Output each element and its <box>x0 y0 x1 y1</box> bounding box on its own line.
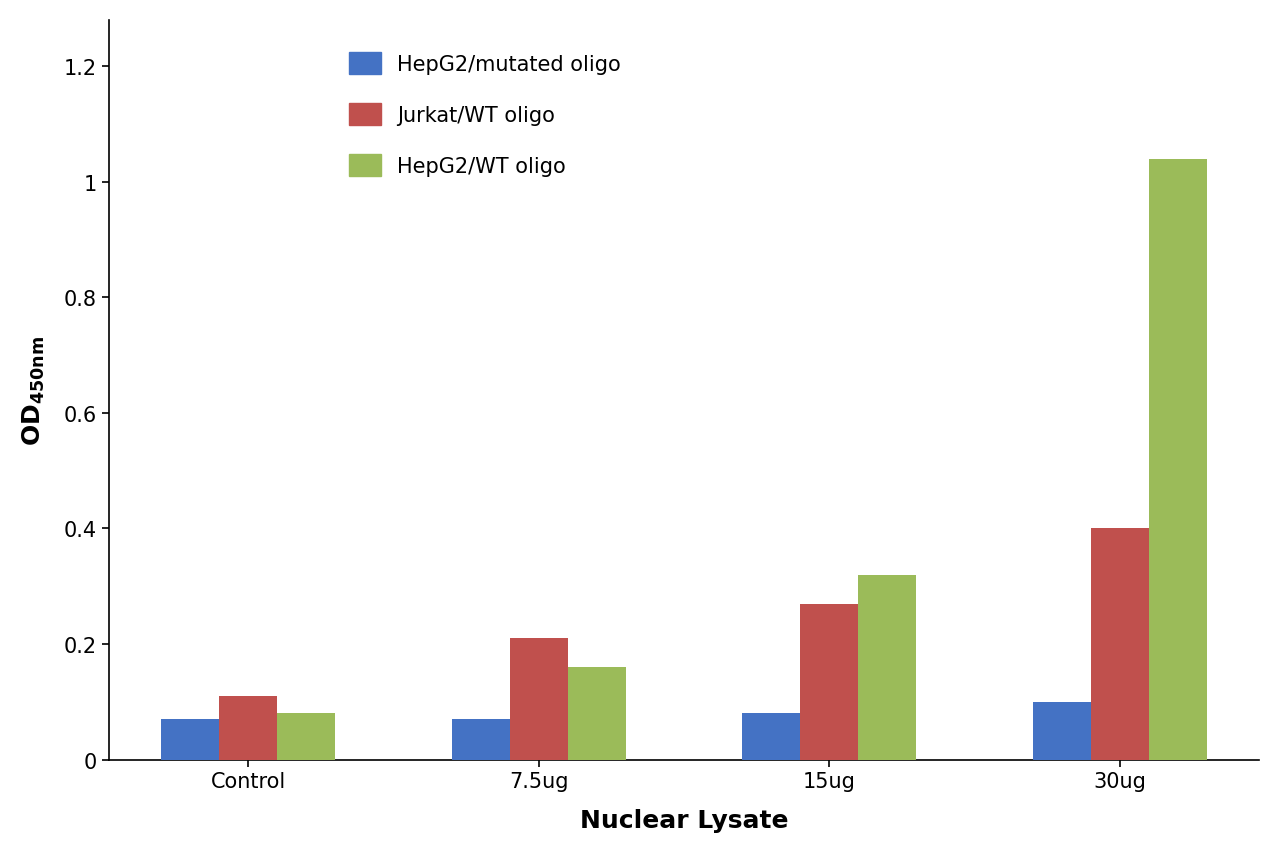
Bar <box>742 714 800 760</box>
Bar <box>1091 529 1148 760</box>
Legend: HepG2/mutated oligo, Jurkat/WT oligo, HepG2/WT oligo: HepG2/mutated oligo, Jurkat/WT oligo, He… <box>349 54 621 177</box>
Bar <box>1033 702 1091 760</box>
Y-axis label: $\mathbf{OD}$$_{\mathbf{450nm}}$: $\mathbf{OD}$$_{\mathbf{450nm}}$ <box>20 335 47 445</box>
Bar <box>161 719 219 760</box>
Bar <box>1148 160 1207 760</box>
Bar <box>219 696 278 760</box>
Bar <box>568 667 626 760</box>
X-axis label: Nuclear Lysate: Nuclear Lysate <box>580 809 788 833</box>
Bar <box>452 719 509 760</box>
Bar <box>800 604 859 760</box>
Bar <box>859 575 916 760</box>
Bar <box>278 714 335 760</box>
Bar <box>509 639 568 760</box>
